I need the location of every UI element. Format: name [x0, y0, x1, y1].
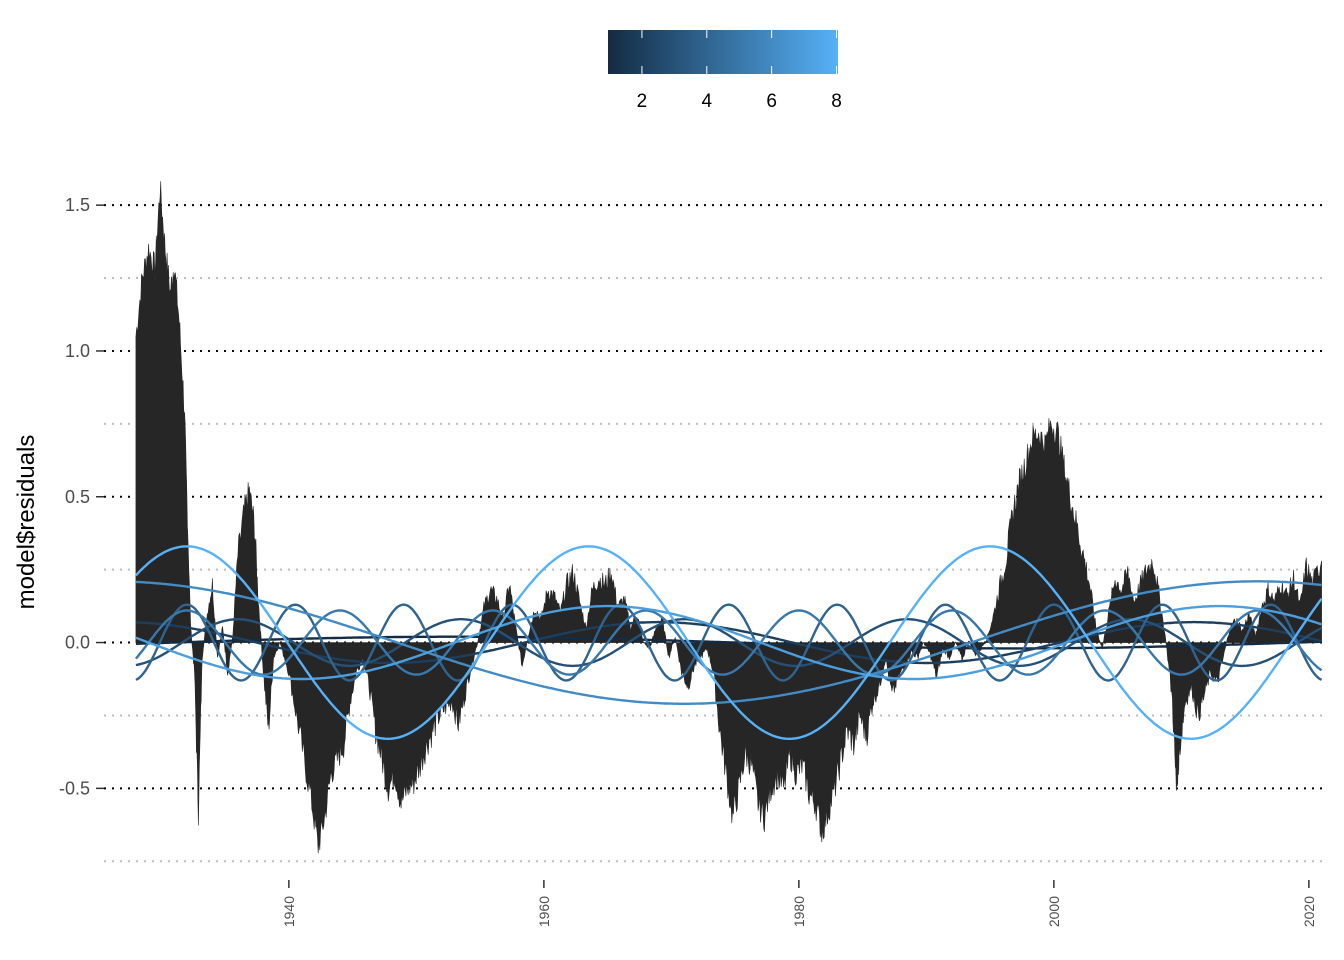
- y-tick-label: 1.0: [65, 341, 90, 361]
- y-tick-label: 0.0: [65, 633, 90, 653]
- colorbar-tick-label: 4: [701, 91, 712, 112]
- colorbar-tick-label: 6: [766, 91, 777, 112]
- harmonic-lines: [134, 545, 1323, 741]
- harmonic-line-7: [135, 604, 1322, 681]
- harmonic-line-4: [135, 603, 1323, 682]
- x-tick-label: 2020: [1301, 896, 1317, 927]
- harmonic-line-6: [135, 580, 1322, 705]
- x-tick-label: 1980: [791, 896, 807, 927]
- y-tick-label: 1.5: [65, 195, 90, 215]
- grid-lines: [104, 204, 1328, 863]
- x-axis: 1940 1960 1980 2000 2020: [281, 880, 1317, 927]
- y-tick-label: -0.5: [59, 778, 90, 798]
- colorbar-gradient: [608, 30, 838, 74]
- residuals-area: [135, 181, 1322, 854]
- harmonic-line-5: [134, 609, 1323, 676]
- x-tick-label: 2000: [1046, 896, 1062, 927]
- harmonic-line-8: [135, 545, 1323, 741]
- colorbar-tick-label: 2: [637, 91, 648, 112]
- y-axis: -0.5 0.0 0.5 1.0 1.5: [59, 195, 104, 798]
- harmonic-line-1: [135, 635, 1322, 650]
- colorbar-legend: 2 4 6 8: [608, 30, 842, 112]
- colorbar-tick-label: 8: [831, 91, 842, 112]
- y-axis-title: model$residuals: [13, 435, 40, 610]
- residuals-area-path: [135, 181, 1322, 854]
- harmonic-line-2: [135, 620, 1322, 665]
- y-tick-label: 0.5: [65, 487, 90, 507]
- x-tick-label: 1940: [281, 896, 297, 927]
- x-tick-label: 1960: [536, 896, 552, 927]
